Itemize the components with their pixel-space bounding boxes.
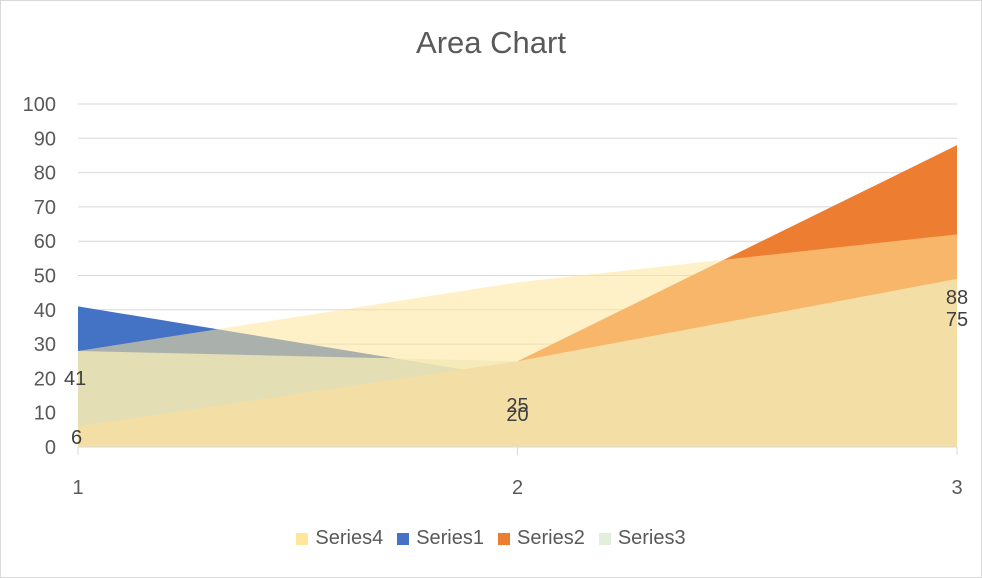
legend-swatch [397, 532, 410, 545]
legend: Series4 Series1 Series2 Series3 [1, 527, 981, 550]
y-tick-label: 40 [34, 300, 56, 322]
data-label: 20 [506, 404, 528, 426]
y-tick-label: 60 [34, 231, 56, 253]
x-tick-label: 1 [72, 477, 83, 499]
legend-item-series3: Series3 [598, 527, 686, 550]
x-tick-label: 2 [512, 477, 523, 499]
legend-item-series2: Series2 [498, 527, 585, 550]
x-tick-label: 3 [951, 477, 962, 499]
y-tick-label: 70 [34, 197, 56, 219]
area-series4 [78, 234, 957, 447]
data-label: 88 [946, 287, 968, 309]
legend-item-series4: Series4 [296, 527, 383, 550]
legend-label: Series4 [315, 527, 384, 549]
y-tick-label: 20 [34, 368, 56, 390]
y-tick-label: 50 [34, 266, 56, 288]
y-tick-label: 80 [34, 163, 56, 185]
legend-label: Series3 [617, 527, 686, 549]
y-tick-label: 0 [45, 437, 56, 459]
data-label: 25 [506, 395, 528, 417]
legend-swatch [296, 532, 309, 545]
y-tick-label: 90 [34, 128, 56, 150]
y-tick-label: 10 [34, 403, 56, 425]
y-tick-label: 30 [34, 334, 56, 356]
legend-swatch [598, 532, 611, 545]
legend-swatch [498, 532, 510, 545]
legend-label: Series1 [416, 527, 484, 549]
y-tick-label: 100 [23, 94, 56, 116]
legend-label: Series2 [517, 527, 585, 549]
data-label: 41 [64, 368, 86, 390]
data-label: 6 [71, 427, 82, 449]
chart-title: Area Chart [416, 25, 566, 60]
data-label: 75 [946, 309, 968, 331]
legend-item-series1: Series1 [397, 527, 484, 550]
